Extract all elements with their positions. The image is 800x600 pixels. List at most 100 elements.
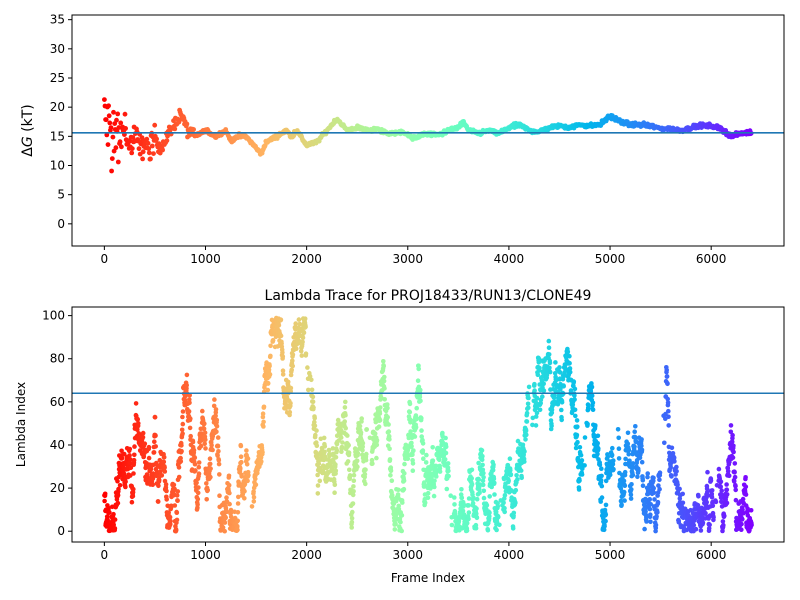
lambda-point — [421, 456, 426, 462]
lambda-point — [115, 493, 121, 498]
lambda-point — [347, 467, 352, 473]
delta-g-point — [130, 135, 136, 140]
lambda-point — [388, 468, 394, 474]
lambda-point — [131, 457, 137, 463]
lambda-point — [586, 405, 591, 411]
lambda-point — [645, 471, 650, 476]
lambda-point — [533, 423, 539, 428]
lambda-point — [508, 468, 513, 473]
delta-g-point — [119, 144, 124, 150]
lambda-point — [417, 394, 423, 400]
lambda-point — [716, 466, 722, 472]
lambda-point — [119, 448, 124, 454]
lambda-point — [386, 422, 391, 427]
lambda-point — [285, 379, 291, 385]
lambda-point — [388, 473, 393, 478]
lambda-point — [474, 511, 479, 516]
lambda-point — [537, 407, 543, 413]
lambda-point — [722, 513, 727, 519]
lambda-point — [305, 365, 310, 370]
lambda-point — [415, 378, 421, 384]
lambda-point — [665, 400, 671, 405]
lambda-point — [290, 363, 296, 369]
lambda-point — [557, 365, 562, 370]
lambda-point — [159, 473, 165, 478]
lambda-point — [657, 477, 662, 483]
lambda-point — [567, 353, 572, 359]
lambda-point — [598, 478, 604, 483]
x-tick-label: 0 — [101, 252, 109, 266]
lambda-point — [632, 444, 637, 449]
lambda-point — [515, 438, 521, 444]
delta-g-point — [160, 147, 166, 153]
lambda-point — [603, 502, 609, 508]
lambda-point — [131, 471, 136, 476]
lambda-point — [314, 443, 320, 449]
delta-g-point — [129, 150, 135, 156]
lambda-point — [481, 488, 487, 494]
lambda-point — [343, 399, 348, 405]
lambda-point — [205, 487, 210, 493]
lambda-point — [350, 501, 356, 506]
lambda-point — [725, 468, 731, 474]
lambda-point — [169, 503, 174, 509]
lambda-point — [510, 526, 516, 531]
lambda-point — [288, 372, 294, 378]
lambda-point — [626, 451, 631, 457]
lambda-point — [610, 462, 616, 467]
delta-g-point — [152, 122, 158, 128]
lambda-point — [111, 522, 116, 528]
lambda-point — [461, 502, 467, 507]
lambda-point — [533, 414, 539, 419]
lambda-point — [655, 499, 661, 505]
lambda-point — [192, 455, 198, 461]
lambda-point — [653, 522, 659, 528]
lambda-point — [342, 405, 348, 410]
lambda-point — [644, 514, 649, 520]
lambda-point — [278, 317, 284, 323]
lambda-point — [214, 423, 220, 429]
lambda-point — [315, 491, 321, 496]
lambda-point — [434, 474, 439, 479]
lambda-point — [652, 497, 657, 502]
lambda-point — [589, 393, 595, 399]
lambda-point — [381, 359, 386, 364]
delta-g-point — [104, 132, 110, 138]
lambda-point — [135, 416, 140, 422]
lambda-point — [360, 440, 366, 446]
lambda-point — [546, 352, 552, 357]
lambda-point — [195, 496, 201, 502]
lambda-point — [321, 435, 327, 441]
lambda-point — [370, 461, 375, 466]
lambda-point — [208, 474, 213, 480]
lambda-point — [603, 518, 608, 524]
x-tick-label: 6000 — [696, 252, 727, 266]
lambda-point — [242, 488, 247, 494]
lambda-point — [374, 442, 380, 448]
x-tick-label: 6000 — [696, 548, 727, 562]
lambda-point — [350, 509, 355, 515]
lambda-point — [155, 499, 161, 504]
lambda-point — [389, 493, 395, 498]
lambda-point — [153, 433, 158, 439]
delta-g-point — [184, 121, 190, 127]
lambda-point — [401, 486, 407, 492]
lambda-point — [303, 324, 308, 330]
lambda-point — [268, 353, 273, 359]
lambda-point — [574, 418, 580, 423]
x-tick-label: 3000 — [392, 548, 423, 562]
lambda-point — [419, 434, 425, 439]
lambda-point — [632, 429, 637, 435]
lambda-point — [579, 472, 585, 477]
lambda-point — [599, 466, 604, 472]
lambda-point — [151, 450, 157, 455]
lambda-point — [505, 463, 511, 468]
delta-g-point — [106, 103, 111, 109]
lambda-point — [559, 407, 564, 413]
lambda-point — [301, 330, 307, 336]
lambda-point — [590, 400, 596, 406]
lambda-point — [184, 372, 190, 378]
lambda-point — [152, 439, 157, 445]
lambda-point — [615, 427, 621, 432]
lambda-point — [599, 495, 605, 500]
